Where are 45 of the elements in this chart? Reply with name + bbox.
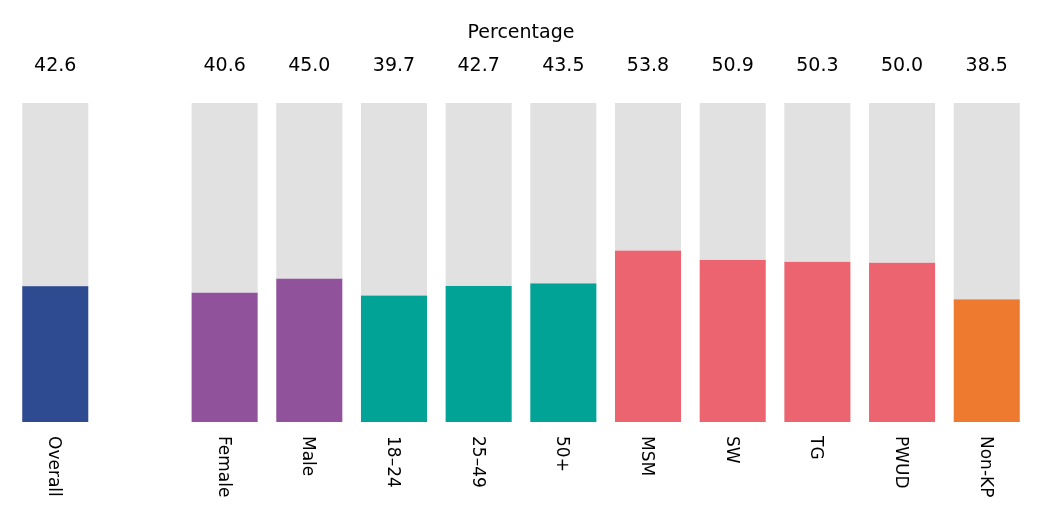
- x-tick-label: TG: [807, 435, 828, 460]
- x-tick-label: 18–24: [384, 436, 405, 488]
- x-tick-label: 50+: [553, 436, 574, 472]
- x-tick-label: Non-KP: [976, 436, 997, 498]
- bar: [615, 250, 682, 422]
- data-label: 43.5: [542, 53, 585, 75]
- data-label: 50.0: [880, 53, 924, 75]
- bar: [784, 261, 851, 422]
- bar: [530, 283, 597, 422]
- bar: [784, 103, 851, 262]
- x-tick-label: PWUD: [892, 436, 913, 489]
- bar: [530, 103, 597, 284]
- bar: [953, 299, 1020, 422]
- x-tick-label: Male: [299, 436, 320, 477]
- bar: [22, 286, 89, 422]
- bar: [22, 103, 89, 287]
- data-label: 45.0: [288, 53, 331, 75]
- data-label: 42.6: [34, 53, 77, 75]
- bar: [360, 295, 428, 422]
- x-tick-label: Overall: [45, 436, 66, 497]
- data-label: 50.9: [711, 53, 754, 75]
- data-label: 39.7: [372, 53, 416, 75]
- bar: [276, 278, 343, 422]
- x-tick-label: SW: [722, 436, 743, 464]
- bar: [191, 292, 258, 422]
- x-tick-label: Female: [214, 436, 235, 498]
- bar: [191, 103, 258, 293]
- data-label: 42.7: [457, 53, 500, 75]
- data-label: 53.8: [626, 53, 670, 75]
- data-label: 50.3: [796, 53, 839, 75]
- bar: [445, 103, 512, 286]
- bar: [869, 103, 936, 263]
- bar: [360, 103, 428, 296]
- x-tick-label: MSM: [638, 436, 659, 477]
- bar: [869, 262, 936, 422]
- bar: [699, 259, 766, 422]
- x-tick-label: 25–49: [468, 436, 489, 488]
- data-label: 40.6: [203, 53, 246, 75]
- chart-title: Percentage: [467, 20, 575, 42]
- data-label: 38.5: [965, 53, 1008, 75]
- bar: [953, 103, 1020, 300]
- bar: [615, 103, 682, 251]
- bar: [445, 285, 512, 422]
- bar: [699, 103, 766, 260]
- bar: [276, 103, 343, 279]
